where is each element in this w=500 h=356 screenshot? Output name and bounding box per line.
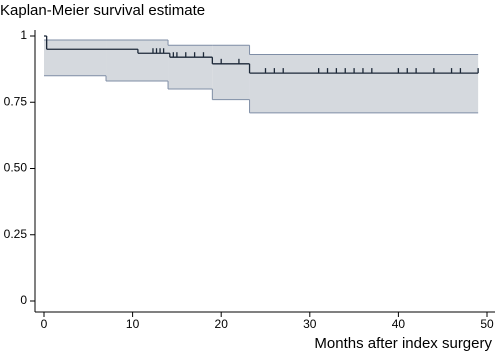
y-tick-label: 0.75 <box>4 94 28 108</box>
y-tick-label: 0.25 <box>4 227 28 241</box>
ci-band <box>106 39 169 82</box>
x-tick-label: 0 <box>41 317 48 331</box>
x-tick-label: 10 <box>126 317 140 331</box>
ci-band <box>44 39 107 76</box>
x-tick-label: 50 <box>480 317 494 331</box>
chart-title: Kaplan-Meier survival estimate <box>0 2 205 19</box>
x-tick-label: 40 <box>392 317 406 331</box>
x-axis-label: Months after index surgery <box>314 335 492 352</box>
x-tick-label: 30 <box>303 317 317 331</box>
ci-band <box>168 45 213 89</box>
ci-band <box>212 45 250 100</box>
ci-band <box>249 54 479 113</box>
y-tick-label: 0 <box>20 293 27 307</box>
x-tick-label: 20 <box>215 317 229 331</box>
y-tick-label: 1 <box>20 28 27 42</box>
y-tick-label: 0.50 <box>4 161 28 175</box>
